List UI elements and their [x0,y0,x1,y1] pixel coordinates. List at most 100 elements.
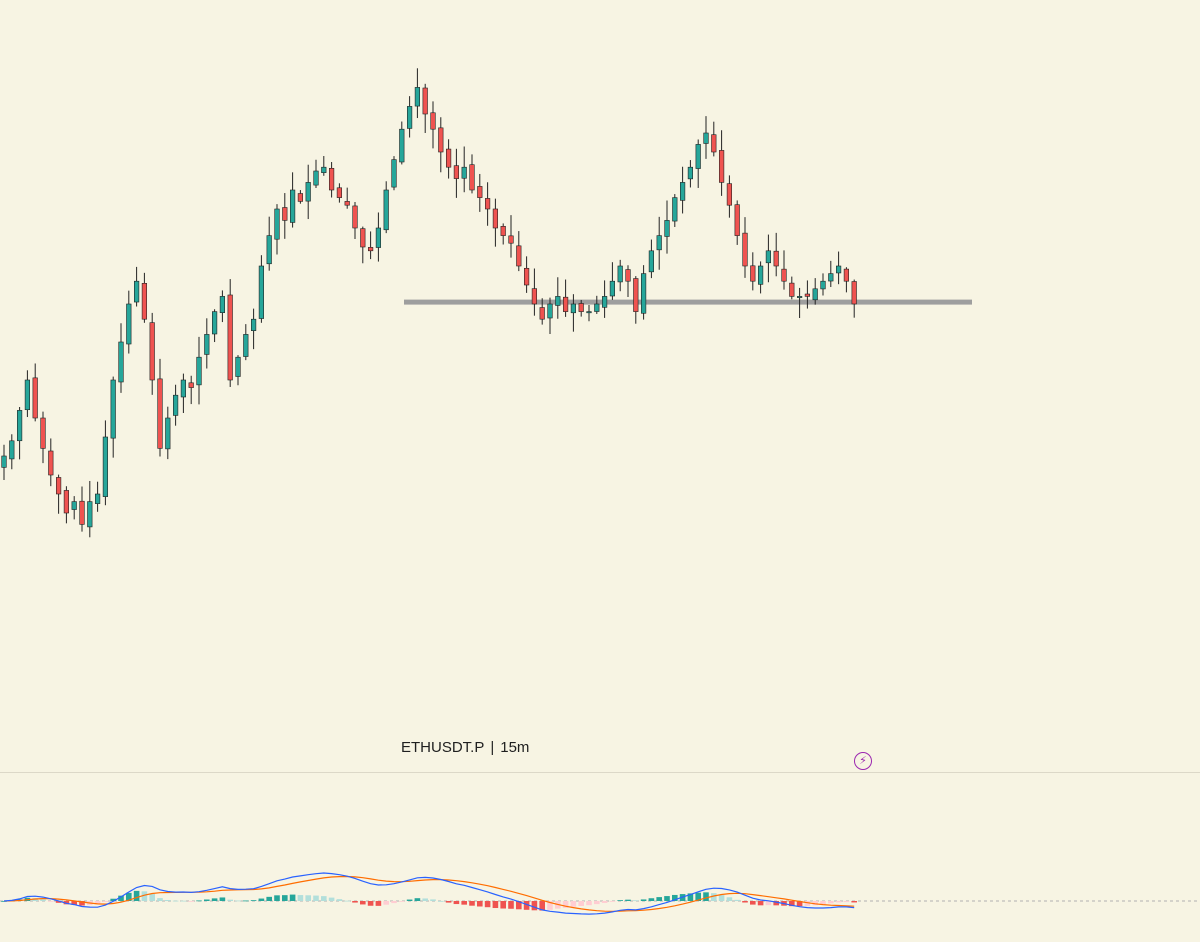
candle[interactable] [828,260,834,288]
candle[interactable] [461,146,467,193]
candle[interactable] [297,190,304,204]
candle[interactable] [173,384,179,426]
support-line[interactable] [404,299,972,305]
candle[interactable] [196,336,202,405]
candle[interactable] [789,276,795,300]
candle[interactable] [672,194,678,227]
candle[interactable] [282,193,288,239]
candle[interactable] [484,182,491,226]
candle[interactable] [469,154,475,194]
candle[interactable] [336,183,343,203]
candle[interactable] [406,96,413,138]
candle[interactable] [251,308,257,350]
lightning-bolt-icon[interactable]: ⚡ [854,752,872,770]
candle[interactable] [703,116,709,159]
candle[interactable] [695,139,701,188]
candle[interactable] [609,262,615,300]
candle[interactable] [414,68,421,119]
candle[interactable] [765,234,771,283]
candle[interactable] [570,294,576,332]
candle[interactable] [48,438,54,487]
candle[interactable] [40,411,46,464]
candle[interactable] [687,160,693,188]
candle[interactable] [188,375,194,405]
candle[interactable] [313,159,319,188]
candle[interactable] [757,261,764,294]
candle[interactable] [367,231,374,260]
candle[interactable] [274,204,280,255]
candle[interactable] [266,216,272,271]
candle[interactable] [734,200,740,245]
price-pane[interactable] [1,68,972,538]
candle[interactable] [391,156,397,191]
candle[interactable] [578,299,584,317]
candle[interactable] [586,304,592,322]
candle[interactable] [110,376,116,458]
candle[interactable] [79,486,85,532]
candle[interactable] [352,201,358,239]
candle[interactable] [24,370,31,418]
candle[interactable] [539,298,545,325]
candle[interactable] [204,318,210,369]
candle[interactable] [742,217,748,278]
candle[interactable] [601,280,608,318]
candle[interactable] [180,373,187,414]
candle[interactable] [718,130,725,196]
candle[interactable] [555,277,561,319]
candle[interactable] [750,252,756,291]
candle[interactable] [305,164,311,220]
candle[interactable] [157,358,163,457]
candle[interactable] [711,121,717,157]
candle[interactable] [500,223,506,245]
candle[interactable] [796,287,803,318]
candle[interactable] [812,278,818,305]
candle[interactable] [422,83,428,133]
candle[interactable] [235,355,241,386]
candle[interactable] [95,481,101,512]
candle[interactable] [289,172,296,228]
candle[interactable] [243,324,249,361]
candle[interactable] [227,279,233,387]
candle[interactable] [781,250,787,290]
candle[interactable] [165,406,171,460]
candle[interactable] [1,444,7,480]
candle[interactable] [118,323,124,393]
candle[interactable] [523,256,530,293]
candle[interactable] [149,312,155,395]
candle[interactable] [102,420,108,506]
candle[interactable] [71,496,77,520]
candle[interactable] [516,231,522,272]
macd-pane[interactable] [0,872,1200,915]
candle[interactable] [656,216,662,270]
candle[interactable] [617,259,623,292]
candle[interactable] [531,268,537,316]
candle[interactable] [804,280,810,309]
candle[interactable] [258,255,265,323]
candle[interactable] [562,279,569,317]
candle[interactable] [32,363,38,422]
candle[interactable] [126,290,132,354]
candle[interactable] [547,297,553,334]
candle[interactable] [328,162,335,198]
candle[interactable] [321,156,327,176]
candle[interactable] [594,295,600,314]
candle[interactable] [16,407,23,460]
candle[interactable] [141,272,148,323]
candle[interactable] [664,200,670,254]
candle[interactable] [63,486,69,524]
candle[interactable] [55,474,62,514]
candle[interactable] [492,198,499,247]
candle[interactable] [773,232,779,277]
candle[interactable] [648,239,654,279]
candle[interactable] [375,212,382,262]
candle[interactable] [134,266,140,307]
candle[interactable] [360,226,366,264]
candle[interactable] [477,173,483,212]
candle[interactable] [9,434,15,470]
candle[interactable] [835,251,842,285]
candle[interactable] [399,121,405,165]
pane-divider[interactable] [0,772,1200,773]
candle[interactable] [445,139,452,179]
